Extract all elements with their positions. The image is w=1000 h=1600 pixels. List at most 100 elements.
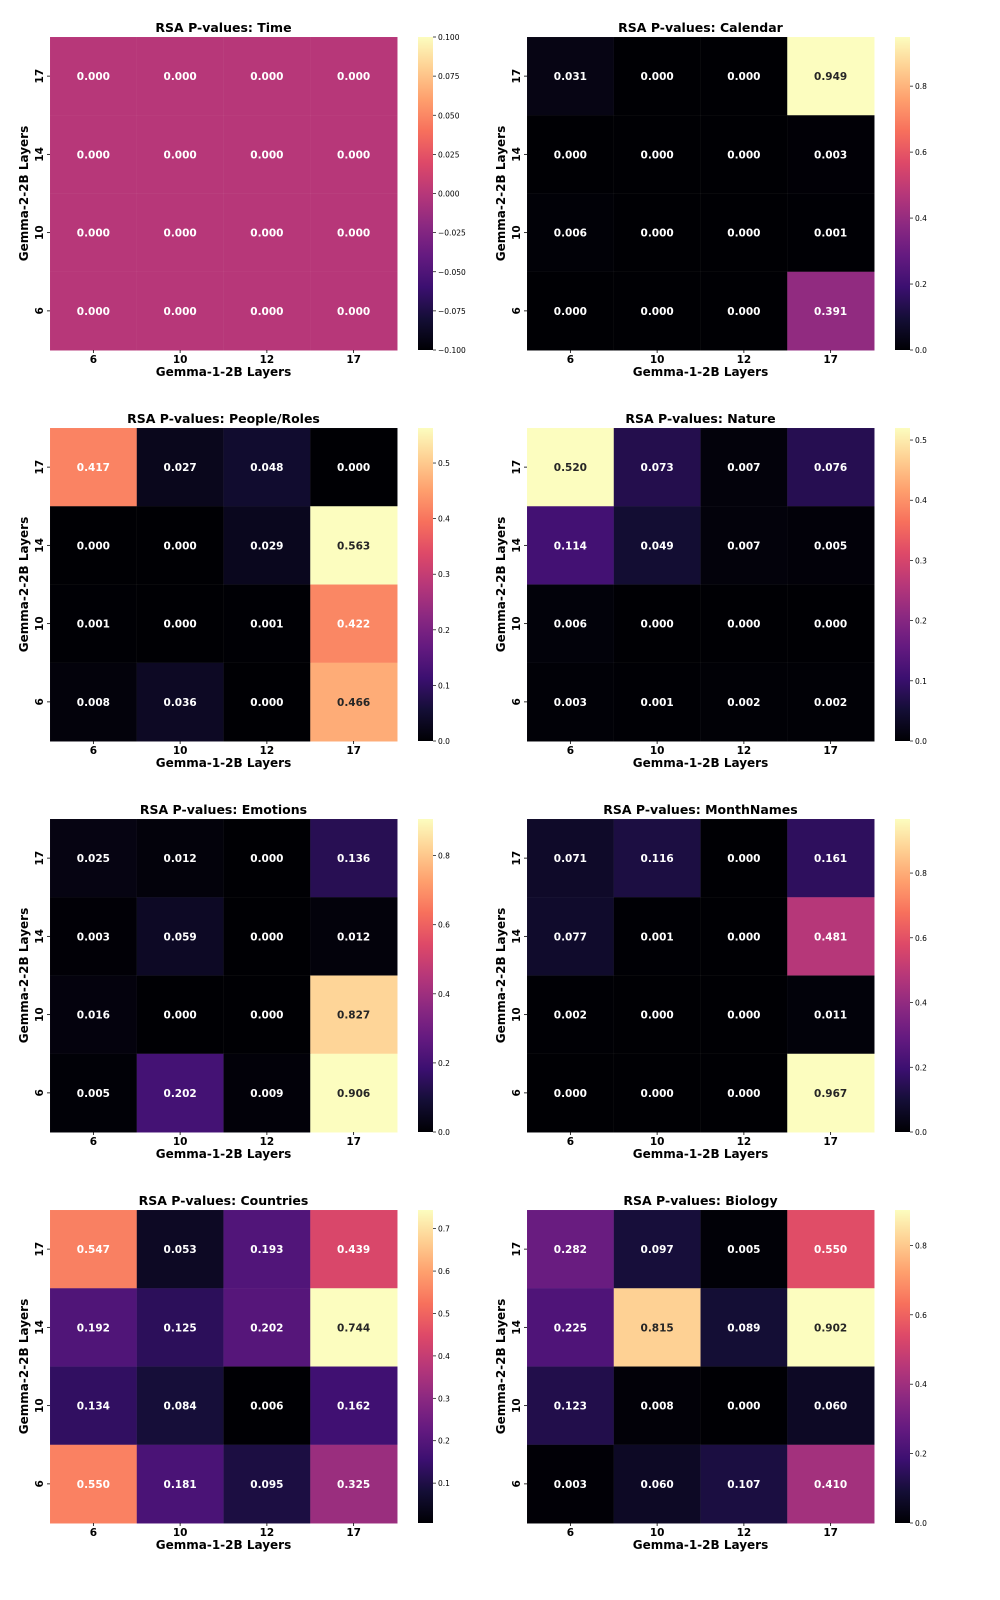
- heatmap-cell: [136, 505, 225, 586]
- y-axis-label: Gemma-2-2B Layers: [17, 1299, 31, 1434]
- cell-value-label: 0.000: [641, 1010, 674, 1022]
- x-tick-label: 12: [260, 354, 275, 366]
- cell-value-label: 0.391: [814, 306, 847, 318]
- colorbar-tick-label: 0.8: [438, 852, 450, 861]
- cell-value-label: 0.000: [250, 1010, 283, 1022]
- y-tick-label: 6: [34, 307, 46, 314]
- cell-value-label: 0.902: [814, 1322, 847, 1334]
- y-tick-label: 10: [511, 1398, 523, 1413]
- cell-value-label: 0.031: [554, 71, 587, 83]
- colorbar-tick-label: 0.2: [438, 1437, 450, 1446]
- cell-value-label: 0.006: [554, 228, 587, 240]
- heatmap-cell: [786, 1366, 875, 1446]
- heatmap-cell: [786, 584, 875, 664]
- heatmap-cell: [309, 975, 398, 1055]
- heatmap-cell: [786, 193, 875, 273]
- y-tick-label: 17: [34, 69, 46, 84]
- heatmap-cell: [309, 427, 398, 508]
- colorbar-tick-label: 0.1: [438, 681, 450, 690]
- heatmap-cell: [613, 505, 702, 586]
- colorbar-tick-label: 0.4: [915, 1380, 927, 1389]
- heatmap-cell: [309, 1287, 398, 1368]
- cell-value-label: 0.000: [727, 1401, 760, 1413]
- heatmap-cell: [136, 114, 225, 195]
- x-tick-label: 12: [260, 1527, 275, 1539]
- cell-value-label: 0.000: [814, 619, 847, 631]
- x-axis-label: Gemma-1-2B Layers: [633, 1147, 768, 1161]
- cell-value-label: 0.000: [77, 71, 110, 83]
- heatmap-cell: [136, 818, 225, 899]
- cell-value-label: 0.011: [814, 1010, 847, 1022]
- cell-value-label: 0.466: [337, 697, 370, 709]
- heatmap-cell: [136, 193, 225, 273]
- colorbar-tick-label: 0.4: [438, 515, 450, 524]
- heatmap-cell: [526, 193, 615, 273]
- y-tick-label: 17: [34, 1242, 46, 1257]
- y-tick-label: 6: [34, 698, 46, 705]
- colorbar: [895, 428, 910, 741]
- colorbar: [418, 819, 433, 1132]
- heatmap-cell: [786, 1444, 875, 1524]
- heatmap-cell: [309, 1444, 398, 1524]
- cell-value-label: 0.481: [814, 931, 847, 943]
- heatmap-cell: [786, 975, 875, 1055]
- y-tick-label: 14: [511, 929, 523, 944]
- chart-title: RSA P-values: People/Roles: [127, 411, 320, 426]
- cell-value-label: 0.000: [164, 71, 197, 83]
- heatmap-cell: [700, 1209, 789, 1290]
- colorbar-tick-label: 0.0: [438, 737, 450, 746]
- x-tick-label: 12: [737, 745, 752, 757]
- colorbar-tick-label: −0.050: [438, 268, 466, 277]
- x-tick-label: 6: [567, 745, 574, 757]
- colorbar-tick-label: 0.8: [915, 1241, 927, 1250]
- heatmap-cell: [309, 114, 398, 195]
- heatmap-cell: [309, 896, 398, 977]
- cell-value-label: 0.005: [77, 1088, 110, 1100]
- y-tick-label: 17: [511, 1242, 523, 1257]
- cell-value-label: 0.000: [250, 697, 283, 709]
- cell-value-label: 0.001: [77, 619, 110, 631]
- heatmap-cell: [49, 1366, 138, 1446]
- heatmap-cell: [613, 662, 702, 742]
- heatmap-cell: [136, 896, 225, 977]
- cell-value-label: 0.000: [337, 71, 370, 83]
- cell-value-label: 0.000: [554, 149, 587, 161]
- heatmap-cell: [700, 584, 789, 664]
- cell-value-label: 0.000: [250, 228, 283, 240]
- colorbar-tick-label: 0.6: [438, 1267, 450, 1276]
- heatmap-cell: [49, 271, 138, 351]
- cell-value-label: 0.000: [337, 149, 370, 161]
- cell-value-label: 0.007: [727, 540, 760, 552]
- y-tick-label: 10: [34, 225, 46, 240]
- cell-value-label: 0.000: [337, 228, 370, 240]
- heatmap-cell: [49, 1287, 138, 1368]
- x-tick-label: 17: [346, 354, 361, 366]
- y-tick-label: 10: [511, 225, 523, 240]
- heatmap-cell: [49, 1209, 138, 1290]
- cell-value-label: 0.136: [337, 853, 370, 865]
- colorbar-tick-label: 0.4: [438, 1352, 450, 1361]
- x-axis-label: Gemma-1-2B Layers: [633, 365, 768, 379]
- y-axis-label: Gemma-2-2B Layers: [494, 1299, 508, 1434]
- heatmap-cell: [49, 114, 138, 195]
- cell-value-label: 0.000: [727, 1088, 760, 1100]
- colorbar-tick-label: 0.5: [438, 1309, 450, 1318]
- cell-value-label: 0.000: [641, 228, 674, 240]
- heatmap-cell: [526, 896, 615, 977]
- cell-value-label: 0.003: [554, 697, 587, 709]
- heatmap-cell: [613, 1287, 702, 1368]
- x-tick-label: 10: [173, 1527, 188, 1539]
- y-tick-label: 6: [34, 1089, 46, 1096]
- heatmap-cell: [613, 36, 702, 117]
- cell-value-label: 0.036: [164, 697, 197, 709]
- cell-value-label: 0.000: [250, 149, 283, 161]
- heatmap-cell: [223, 818, 312, 899]
- x-axis-label: Gemma-1-2B Layers: [156, 365, 291, 379]
- x-tick-label: 17: [346, 745, 361, 757]
- cell-value-label: 0.000: [164, 306, 197, 318]
- y-tick-label: 10: [511, 616, 523, 631]
- heatmap-cell: [700, 193, 789, 273]
- colorbar-tick-label: −0.100: [438, 346, 466, 355]
- cell-value-label: 0.060: [814, 1401, 847, 1413]
